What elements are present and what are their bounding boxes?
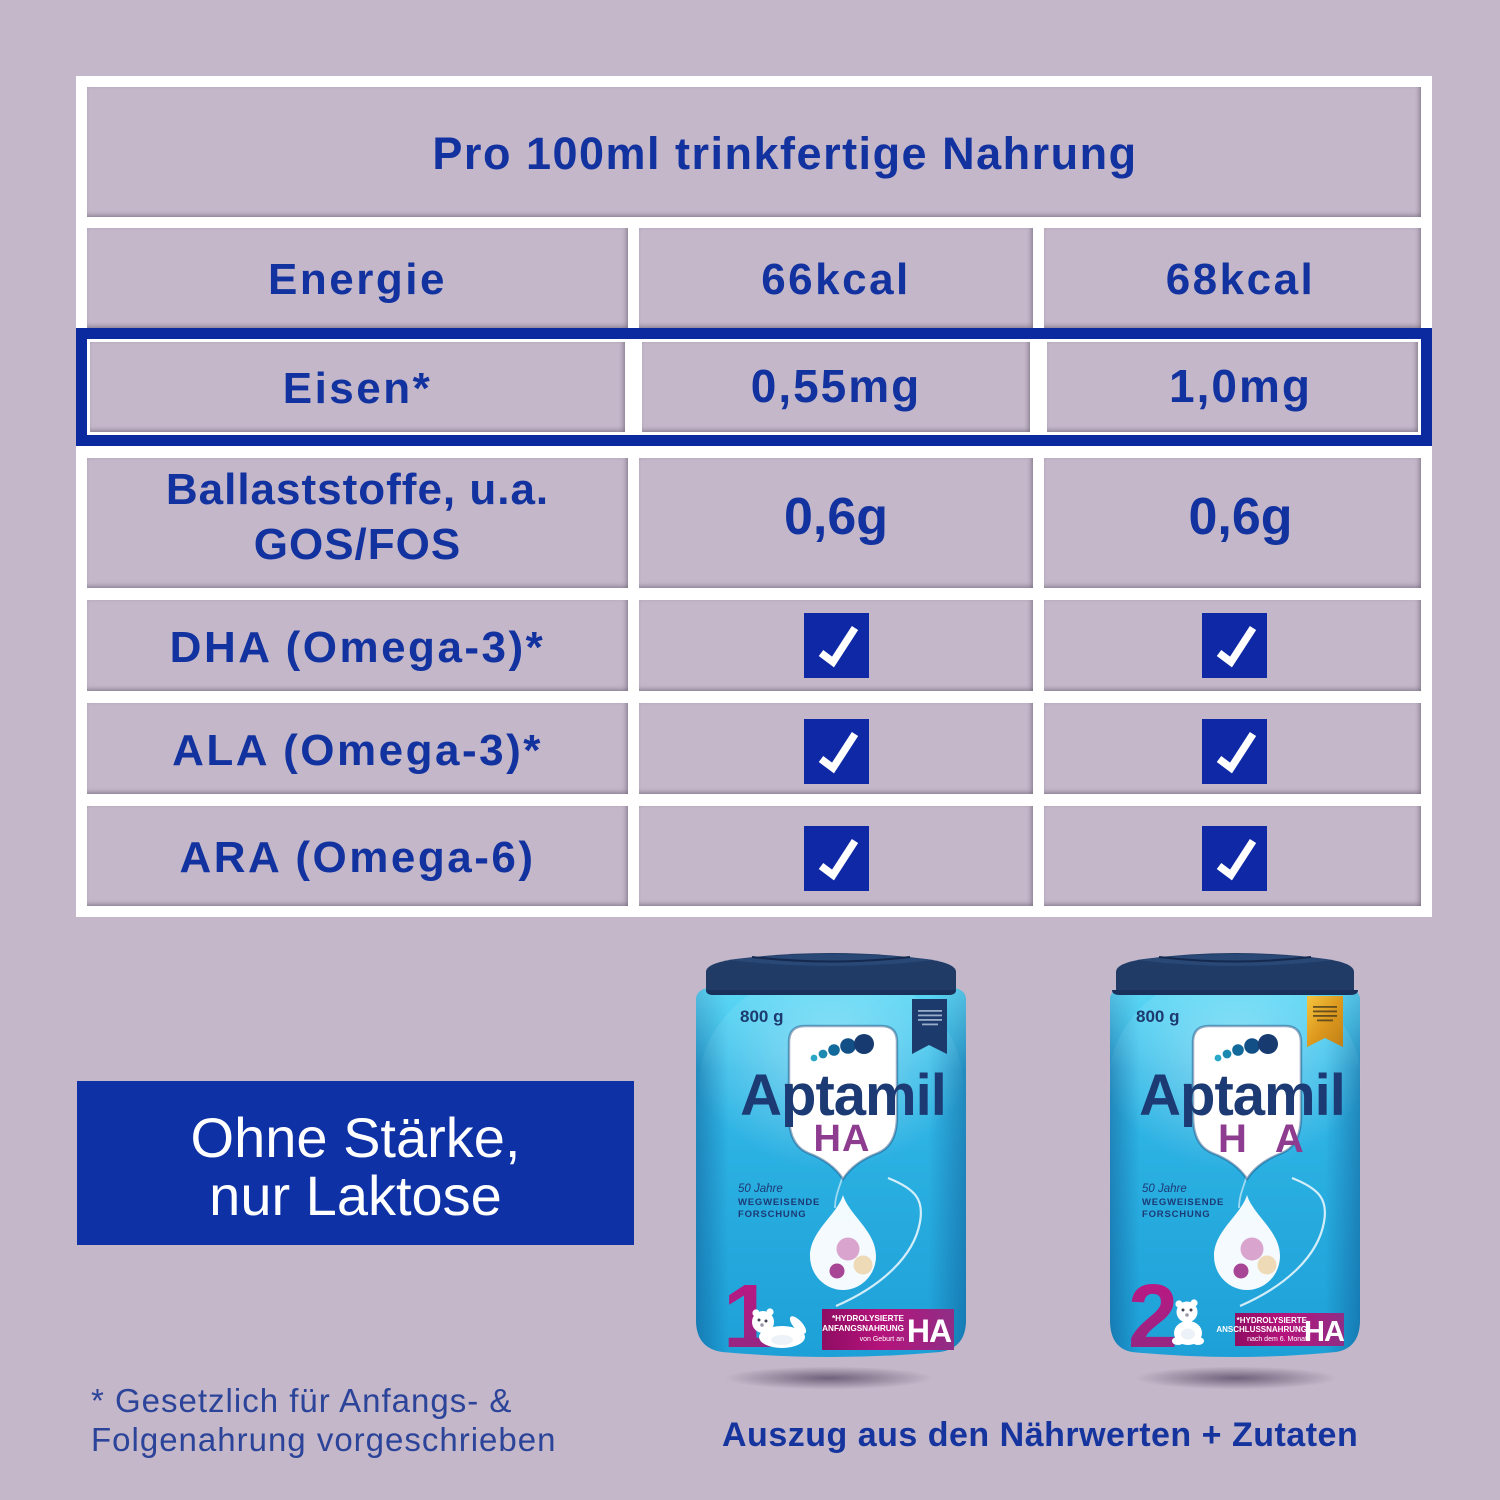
svg-text:HA: HA [814,1118,871,1160]
svg-text:50 Jahre: 50 Jahre [738,1183,783,1195]
svg-text:HA: HA [1304,1316,1345,1348]
svg-text:WEGWEISENDE: WEGWEISENDE [1142,1197,1224,1208]
svg-text:ANSCHLUSSNAHRUNG: ANSCHLUSSNAHRUNG [1216,1325,1307,1334]
svg-text:*HYDROLYSIERTE: *HYDROLYSIERTE [832,1314,905,1323]
svg-text:Aptamil: Aptamil [1139,1063,1345,1128]
svg-text:*HYDROLYSIERTE: *HYDROLYSIERTE [1237,1316,1308,1325]
svg-text:800 g: 800 g [740,1007,783,1026]
svg-text:FORSCHUNG: FORSCHUNG [1142,1209,1210,1220]
svg-text:nach dem 6. Monat: nach dem 6. Monat [1247,1336,1307,1343]
svg-text:WEGWEISENDE: WEGWEISENDE [738,1197,820,1208]
svg-text:50 Jahre: 50 Jahre [1142,1183,1187,1195]
svg-text:von Geburt an: von Geburt an [860,1336,904,1343]
svg-text:HA: HA [907,1313,952,1349]
svg-text:800 g: 800 g [1136,1007,1179,1026]
svg-text:HA: HA [1218,1117,1332,1161]
svg-text:Aptamil: Aptamil [740,1063,946,1128]
svg-text:ANFANGSNAHRUNG: ANFANGSNAHRUNG [822,1324,904,1333]
svg-text:FORSCHUNG: FORSCHUNG [738,1209,806,1220]
svg-text:2: 2 [1128,1267,1178,1364]
